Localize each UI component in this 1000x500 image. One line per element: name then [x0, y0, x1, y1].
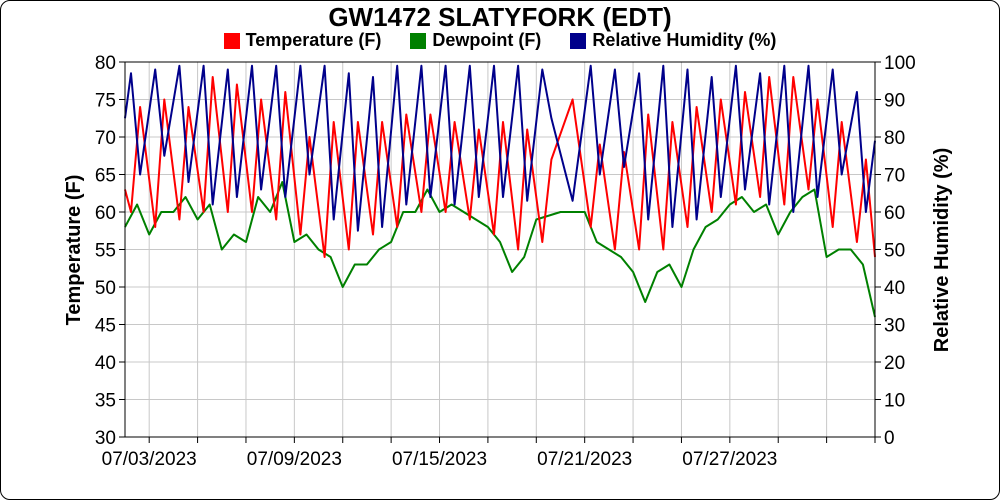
legend-humidity-swatch	[570, 32, 587, 49]
legend-temperature: Temperature (F)	[223, 30, 382, 51]
plot-border	[124, 61, 876, 438]
legend: Temperature (F) Dewpoint (F) Relative Hu…	[0, 30, 1000, 54]
right-tick-label: 70	[884, 166, 905, 187]
right-tick-label: 30	[884, 316, 905, 337]
right-tick-label: 100	[884, 53, 916, 74]
left-axis-label: Temperature (F)	[63, 175, 85, 326]
right-tick-label: 90	[884, 91, 905, 112]
left-tick-label: 80	[95, 53, 116, 74]
series-layer	[124, 64, 876, 318]
left-tick-label: 35	[95, 391, 116, 412]
legend-humidity: Relative Humidity (%)	[570, 30, 776, 51]
left-tick-label: 75	[95, 91, 116, 112]
legend-dewpoint: Dewpoint (F)	[410, 30, 541, 51]
right-tick-label: 80	[884, 128, 905, 149]
legend-dewpoint-label: Dewpoint (F)	[432, 30, 542, 50]
right-tick-label: 60	[884, 203, 905, 224]
right-axis-label: Relative Humidity (%)	[931, 148, 953, 352]
x-tick-label: 07/03/2023	[102, 449, 197, 470]
right-tick-label: 40	[884, 278, 905, 299]
x-tick-label: 07/27/2023	[682, 449, 777, 470]
legend-dewpoint-swatch	[410, 32, 427, 49]
left-tick-label: 60	[95, 203, 116, 224]
right-tick-label: 0	[884, 428, 895, 449]
left-tick-label: 70	[95, 128, 116, 149]
x-tick-label: 07/15/2023	[392, 449, 487, 470]
legend-temperature-label: Temperature (F)	[245, 30, 382, 50]
right-tick-label: 20	[884, 353, 905, 374]
legend-humidity-label: Relative Humidity (%)	[592, 30, 777, 50]
series-line-temperature	[124, 76, 876, 258]
left-tick-label: 55	[95, 241, 116, 262]
legend-temperature-swatch	[223, 32, 240, 49]
series-line-relative	[124, 64, 876, 232]
chart-title: GW1472 SLATYFORK (EDT)	[328, 2, 672, 32]
x-tick-label: 07/09/2023	[247, 449, 342, 470]
right-tick-label: 10	[884, 391, 905, 412]
x-tick-label: 07/21/2023	[537, 449, 632, 470]
left-tick-label: 40	[95, 353, 116, 374]
left-tick-label: 45	[95, 316, 116, 337]
right-tick-label: 50	[884, 241, 905, 262]
left-tick-label: 30	[95, 428, 116, 449]
axis-layer: 30 35 40 45 50 55 60 65 70 75 80 0 10 20 30 40 50 60 70 80 9…	[95, 53, 916, 470]
left-tick-label: 65	[95, 166, 116, 187]
left-tick-label: 50	[95, 278, 116, 299]
